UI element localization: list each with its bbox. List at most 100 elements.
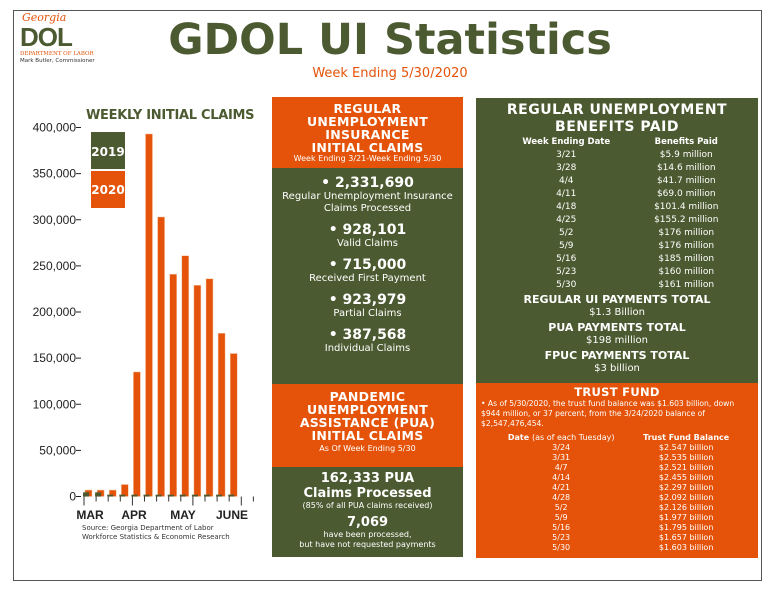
page-title: GDOL UI Statistics	[168, 15, 612, 65]
y-tick-label: 300,000	[33, 213, 77, 227]
y-tick-label: 150,000	[33, 351, 77, 365]
table-row: 5/16 $185 million	[497, 253, 737, 266]
week-date: 5/9	[559, 241, 574, 251]
y-tick-label: 400,000	[33, 121, 77, 135]
legend-2019-label: 2019	[91, 145, 124, 159]
bar-2019	[131, 494, 138, 497]
header-line: INITIAL CLAIMS	[311, 428, 424, 443]
table-row: 4/4 $41.7 million	[497, 175, 737, 188]
benefit-amount: $155.2 million	[654, 215, 719, 225]
tuesday-date: 4/21	[552, 483, 571, 492]
table-row: 5/9 $1.977 billion	[492, 513, 742, 523]
bar-2020	[133, 371, 141, 497]
pua-pending: 7,069	[346, 515, 389, 530]
x-month-label: JUNE	[216, 508, 248, 522]
stat-label: Regular Unemployment Insurance Claims Pr…	[282, 191, 453, 214]
total-label: PUA PAYMENTS TOTAL	[548, 321, 686, 334]
tuesday-date: 3/24	[552, 443, 571, 452]
y-tick-label: 350,000	[33, 167, 77, 181]
y-tick-label: 200,000	[33, 305, 77, 319]
stat-value: • 928,101	[328, 222, 407, 238]
logo-dol: DOL	[20, 22, 73, 52]
bar-2019	[191, 494, 198, 497]
y-tick-label: 250,000	[33, 259, 77, 273]
benefit-amount: $161 million	[658, 280, 715, 290]
stat-label: Received First Payment	[309, 273, 426, 284]
benefit-amount: $101.4 million	[654, 202, 719, 212]
table-row: 4/7 $2.521 billion	[492, 463, 742, 473]
bar-2019	[179, 494, 186, 497]
table-row: 5/16 $1.795 billion	[492, 523, 742, 533]
header-line: REGULAR	[333, 101, 402, 116]
stat-label: Partial Claims	[333, 308, 402, 319]
bar-2020	[217, 332, 226, 497]
table-row: 4/11 $69.0 million	[497, 188, 737, 201]
balance: $2.521 billion	[658, 463, 714, 472]
balance: $2.455 billion	[658, 473, 714, 482]
header-line: ASSISTANCE (PUA)	[299, 415, 436, 430]
bar-2019	[143, 494, 150, 497]
y-tick-label: 100,000	[33, 397, 77, 411]
y-tick-label: 0	[69, 490, 76, 504]
balance: $2.092 billion	[658, 493, 714, 502]
balance: $2.126 billion	[658, 503, 714, 512]
source-line: Workforce Statistics & Economic Research	[82, 533, 230, 541]
header-line: UNEMPLOYMENT	[306, 402, 429, 417]
table-row: 5/23 $160 million	[497, 266, 737, 279]
y-tick-label: 50,000	[39, 443, 76, 457]
col-date: Date (as of each Tuesday)	[492, 433, 630, 443]
balance: $1.657 billion	[658, 533, 714, 542]
tuesday-date: 3/31	[552, 453, 571, 462]
balance: $1.795 billion	[658, 523, 714, 532]
stat-value: • 2,331,690	[321, 175, 414, 191]
benefit-amount: $176 million	[658, 241, 715, 251]
benefits-title: BENEFITS PAID	[555, 119, 679, 135]
table-row: 3/21 $5.9 million	[497, 149, 737, 162]
week-date: 4/11	[556, 189, 577, 199]
table-row: 5/30 $1.603 billion	[492, 543, 742, 553]
stat-label: Individual Claims	[324, 343, 411, 354]
tuesday-date: 4/7	[554, 463, 568, 472]
week-date: 3/28	[556, 163, 577, 173]
total-label: REGULAR UI PAYMENTS TOTAL	[523, 293, 711, 306]
stat-value: • 715,000	[328, 257, 407, 273]
table-row: 4/28 $2.092 billion	[492, 493, 742, 503]
tuesday-date: 4/28	[552, 493, 571, 502]
pua-stats: 162,333 PUA Claims Processed (85% of all…	[272, 467, 463, 557]
table-row: 4/18 $101.4 million	[497, 201, 737, 214]
tuesday-date: 5/9	[554, 513, 568, 522]
pua-note: (85% of all PUA claims received)	[302, 501, 433, 510]
week-date: 5/2	[559, 228, 574, 238]
weekly-claims-chart: 0 50,000 100,000 150,000 200,000 250,000 300,0…	[33, 121, 254, 522]
benefit-amount: $14.6 million	[656, 163, 716, 173]
stat-value: • 923,979	[328, 292, 407, 308]
trust-fund-panel: TRUST FUND • As of 5/30/2020, the trust …	[476, 383, 758, 558]
week-date: 4/4	[559, 176, 574, 186]
table-row: 4/21 $2.297 billion	[492, 483, 742, 493]
bar-2019	[155, 494, 162, 497]
legend-2020-label: 2020	[91, 183, 124, 197]
table-row: 5/23 $1.657 billion	[492, 533, 742, 543]
benefit-amount: $160 million	[658, 267, 715, 277]
table-row: 5/30 $161 million	[497, 279, 737, 292]
tuesday-date: 5/2	[554, 503, 568, 512]
header-line: INITIAL CLAIMS	[311, 140, 424, 155]
legend-2019-swatch	[91, 132, 125, 169]
header-line: PANDEMIC	[329, 389, 406, 404]
week-date: 3/21	[556, 150, 577, 160]
trust-fund-title: TRUST FUND	[574, 385, 660, 399]
tuesday-date: 5/30	[552, 543, 571, 552]
stat-value: • 387,568	[328, 327, 407, 343]
table-row: 4/25 $155.2 million	[497, 214, 737, 227]
logo-commissioner: Mark Butler, Commissioner	[20, 58, 95, 64]
total-value: $1.3 Billion	[589, 307, 645, 318]
bar-2020	[181, 255, 190, 497]
regular-claims-header: REGULAR UNEMPLOYMENT INSURANCE INITIAL C…	[272, 97, 463, 168]
week-date: 5/16	[556, 254, 577, 264]
balance: $2.547 billion	[658, 443, 714, 452]
balance: $2.535 billion	[658, 453, 714, 462]
total-value: $198 million	[586, 335, 648, 346]
bar-2020	[229, 353, 238, 497]
pua-processed: 162,333 PUA	[320, 471, 415, 486]
page-subtitle: Week Ending 5/30/2020	[312, 66, 468, 81]
